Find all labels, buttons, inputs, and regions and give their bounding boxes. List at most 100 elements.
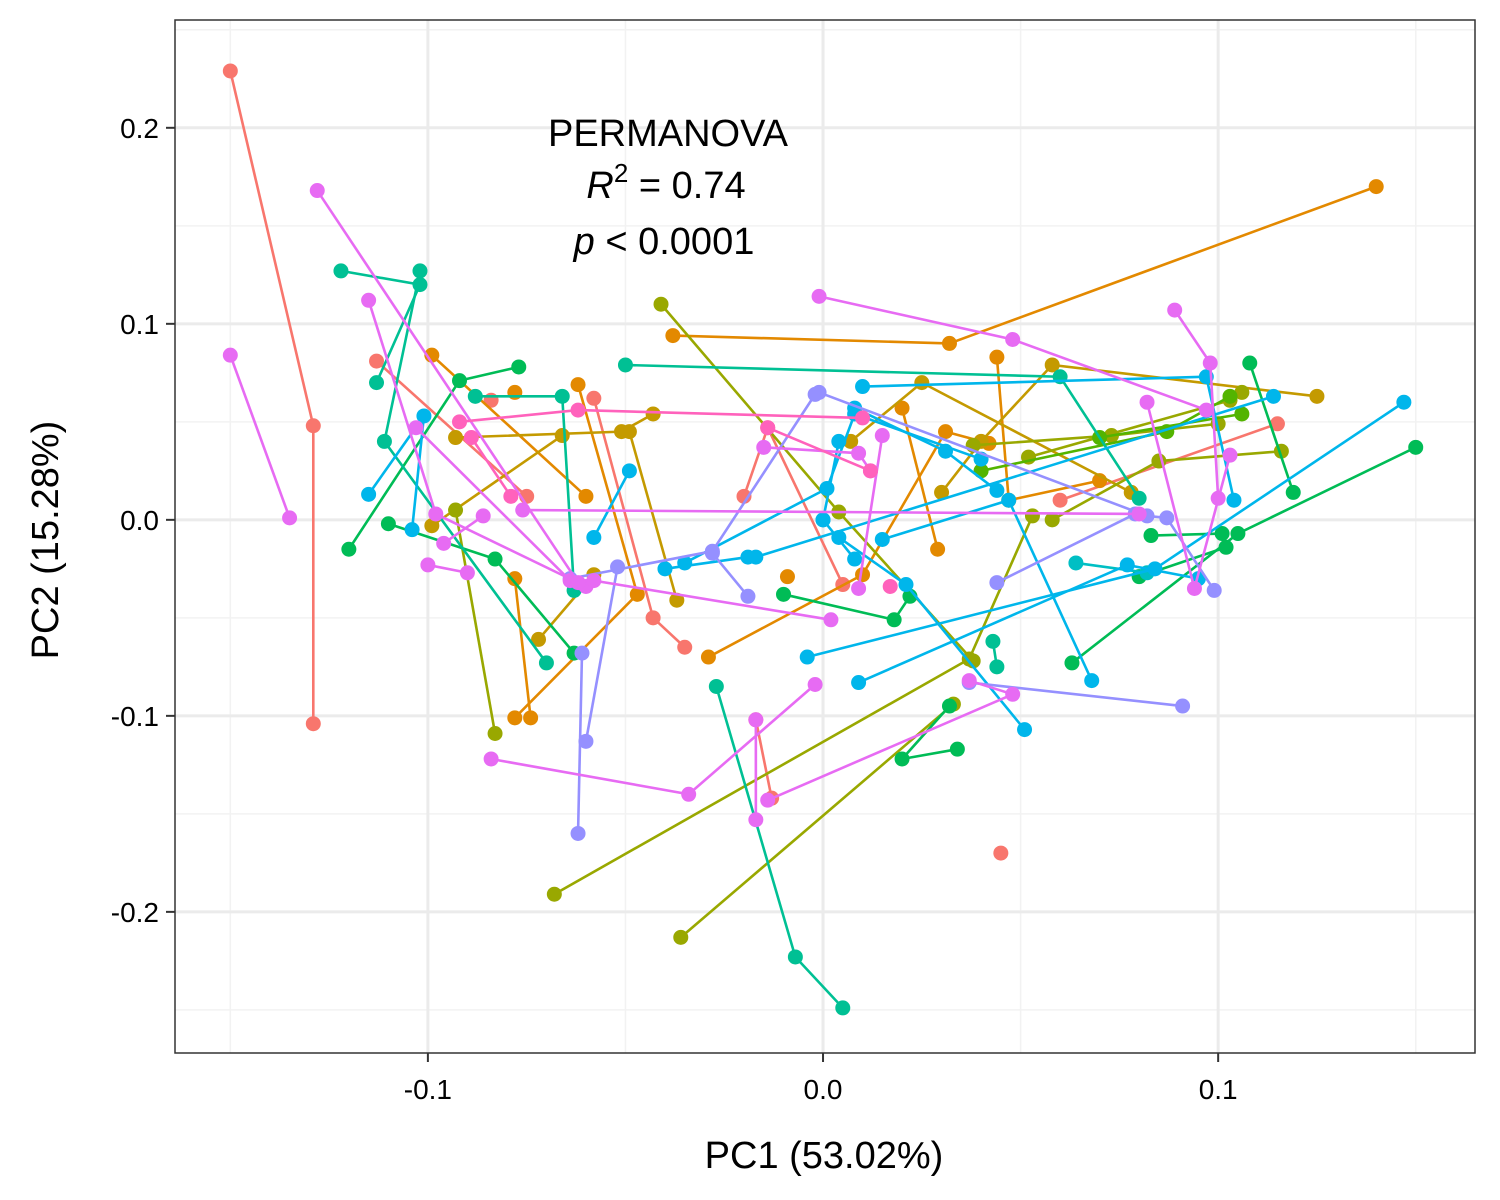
data-point bbox=[756, 439, 772, 455]
annotation-r2: R2 = 0.74 bbox=[586, 158, 745, 207]
data-point bbox=[361, 486, 377, 502]
series-62 bbox=[578, 559, 626, 749]
x-axis-title: PC1 (53.02%) bbox=[705, 1135, 944, 1177]
data-point bbox=[645, 406, 661, 422]
data-point bbox=[412, 263, 428, 279]
data-point bbox=[815, 512, 831, 528]
data-point bbox=[938, 443, 954, 459]
series-73 bbox=[586, 573, 839, 628]
data-point bbox=[811, 288, 827, 304]
data-point bbox=[507, 710, 523, 726]
data-point bbox=[677, 639, 693, 655]
data-point bbox=[657, 561, 673, 577]
x-tick-label: 0.1 bbox=[1199, 1074, 1238, 1105]
x-tick-label: 0.0 bbox=[804, 1074, 843, 1105]
annotation-title: PERMANOVA bbox=[548, 113, 789, 155]
series-line bbox=[664, 555, 749, 571]
series-11 bbox=[507, 377, 645, 726]
data-point bbox=[420, 557, 436, 573]
data-point bbox=[459, 565, 475, 581]
data-point bbox=[740, 549, 756, 565]
data-point bbox=[1396, 394, 1412, 410]
data-point bbox=[855, 567, 871, 583]
series-58 bbox=[799, 394, 1412, 665]
data-point bbox=[424, 518, 440, 534]
data-point bbox=[451, 373, 467, 389]
data-point bbox=[586, 573, 602, 589]
data-point bbox=[874, 428, 890, 444]
series-43 bbox=[708, 678, 851, 1016]
data-point bbox=[886, 612, 902, 628]
r2-value: = 0.74 bbox=[628, 165, 745, 207]
series-83 bbox=[451, 402, 871, 430]
series-line bbox=[593, 579, 832, 622]
data-point bbox=[1234, 384, 1250, 400]
data-point bbox=[617, 357, 633, 373]
x-axis: -0.1 0.0 0.1 bbox=[404, 1053, 1238, 1105]
data-point bbox=[760, 792, 776, 808]
data-point bbox=[736, 488, 752, 504]
data-point bbox=[523, 710, 539, 726]
data-point bbox=[586, 390, 602, 406]
data-point bbox=[1005, 332, 1021, 348]
series-55 bbox=[874, 492, 1100, 689]
data-point bbox=[989, 482, 1005, 498]
data-point bbox=[333, 263, 349, 279]
y-tick-label: -0.1 bbox=[111, 701, 159, 732]
data-point bbox=[451, 414, 467, 430]
data-point bbox=[704, 545, 720, 561]
series-49 bbox=[586, 463, 637, 545]
data-point bbox=[554, 388, 570, 404]
series-9 bbox=[507, 384, 523, 400]
series-59 bbox=[815, 512, 863, 567]
data-point bbox=[708, 678, 724, 694]
series-81 bbox=[309, 183, 586, 591]
data-point bbox=[369, 353, 385, 369]
data-point bbox=[1368, 179, 1384, 195]
data-point bbox=[807, 676, 823, 692]
data-point bbox=[1084, 673, 1100, 689]
data-point bbox=[538, 655, 554, 671]
data-point bbox=[380, 516, 396, 532]
data-point bbox=[1175, 698, 1191, 714]
series-69 bbox=[420, 557, 475, 581]
data-point bbox=[305, 418, 321, 434]
data-point bbox=[653, 296, 669, 312]
data-point bbox=[1222, 388, 1238, 404]
y-tick-label: 0.0 bbox=[120, 505, 159, 536]
series-line bbox=[969, 681, 1183, 708]
data-point bbox=[673, 929, 689, 945]
series-86 bbox=[760, 420, 878, 479]
series-82 bbox=[851, 428, 890, 596]
data-point bbox=[894, 751, 910, 767]
data-point bbox=[1147, 561, 1163, 577]
y-axis-title: PC2 (15.28%) bbox=[25, 421, 67, 660]
data-point bbox=[1202, 355, 1218, 371]
series-21 bbox=[934, 357, 1325, 500]
data-point bbox=[779, 569, 795, 585]
r2-superscript: 2 bbox=[614, 158, 628, 188]
series-16 bbox=[779, 569, 795, 585]
series-35 bbox=[1064, 439, 1424, 671]
data-point bbox=[938, 424, 954, 440]
data-point bbox=[645, 610, 661, 626]
series-32 bbox=[341, 359, 527, 557]
series-10 bbox=[507, 571, 539, 726]
series-line bbox=[940, 363, 1318, 494]
series-line bbox=[857, 435, 884, 589]
data-point bbox=[448, 502, 464, 518]
series-line bbox=[442, 514, 484, 545]
data-point bbox=[665, 328, 681, 344]
plot-panel-border bbox=[174, 19, 1476, 1054]
data-point bbox=[1230, 526, 1246, 542]
series-5 bbox=[586, 390, 693, 655]
data-point bbox=[851, 675, 867, 691]
series-77 bbox=[748, 712, 764, 828]
series-39 bbox=[894, 698, 965, 767]
data-point bbox=[1222, 447, 1238, 463]
data-point bbox=[894, 400, 910, 416]
data-point bbox=[835, 1000, 851, 1016]
p-value: < 0.0001 bbox=[595, 221, 755, 263]
data-point bbox=[341, 541, 357, 557]
series-line bbox=[679, 703, 955, 939]
